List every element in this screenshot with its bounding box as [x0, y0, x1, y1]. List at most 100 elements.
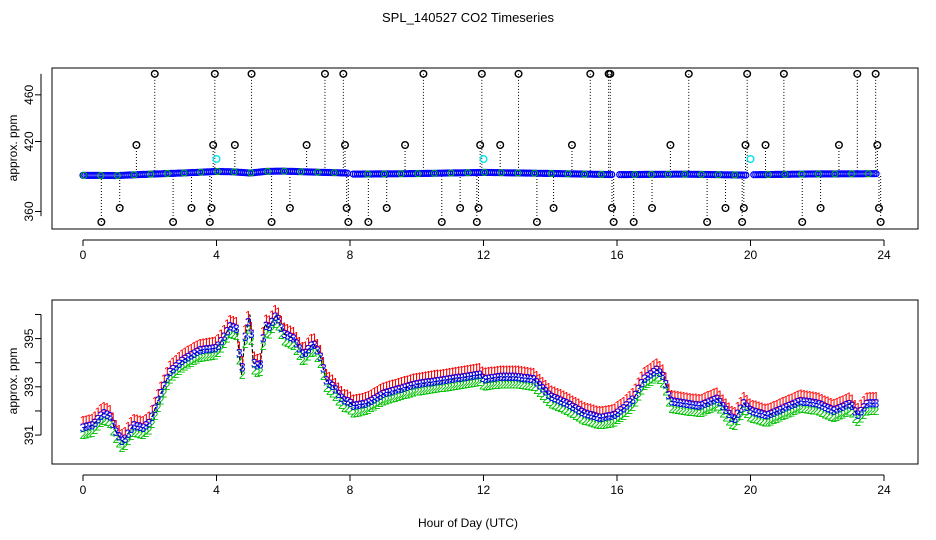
series-1-point: 1 — [248, 320, 255, 334]
series-1-point: 1 — [813, 389, 820, 403]
series-1-point: 1 — [831, 397, 838, 411]
series-1-point: 1 — [125, 420, 132, 434]
series-2-point: 2 — [311, 346, 318, 360]
top-baseline-accent — [80, 171, 88, 179]
series-1-point: 1 — [152, 395, 159, 409]
top-outlier-point — [205, 217, 214, 226]
series-3-point: 3 — [440, 374, 447, 388]
top-outlier-point — [779, 69, 788, 78]
series-3-point: 3 — [443, 373, 450, 387]
series-1-point: 1 — [777, 396, 784, 410]
series-3-point: 3 — [590, 409, 597, 423]
series-3-point: 3 — [704, 396, 711, 410]
series-3-point: 3 — [326, 377, 333, 391]
series-1-point: 1 — [614, 399, 621, 413]
series-1-point: 1 — [503, 363, 510, 377]
series-2-point: 2 — [476, 375, 483, 389]
top-outlier-point — [476, 140, 485, 149]
series-1-point: 1 — [641, 365, 648, 379]
series-1-point: 1 — [701, 390, 708, 404]
series-3-point: 3 — [530, 373, 537, 387]
series-1-point: 1 — [834, 395, 841, 409]
series-2-point: 2 — [689, 405, 696, 419]
series-1-point: 1 — [734, 400, 741, 414]
series-2-point: 2 — [380, 394, 387, 408]
series-2-point: 2 — [176, 364, 183, 378]
top-y-axis-label: approx. ppm — [6, 115, 20, 182]
series-3-point: 3 — [777, 403, 784, 417]
series-2-point: 2 — [299, 354, 306, 368]
series-3-point: 3 — [464, 370, 471, 384]
series-2-point: 2 — [828, 410, 835, 424]
series-3-point: 3 — [224, 324, 231, 338]
series-1-point: 1 — [575, 396, 582, 410]
series-2-point: 2 — [734, 414, 741, 428]
series-2-point: 2 — [647, 375, 654, 389]
series-2-point: 2 — [539, 389, 546, 403]
top-baseline-accent — [163, 170, 171, 177]
series-3-point: 3 — [284, 329, 291, 343]
series-3-point: 3 — [858, 404, 865, 418]
series-2-point: 2 — [263, 326, 270, 340]
series-3-point: 3 — [332, 383, 339, 397]
series-3-point: 3 — [356, 398, 363, 412]
series-3-point: 3 — [855, 408, 862, 422]
top-cyan-point — [479, 154, 488, 163]
series-3-point: 3 — [599, 411, 606, 425]
series-1-point: 1 — [768, 400, 775, 414]
series-3-point: 3 — [131, 419, 138, 433]
series-1-point: 1 — [299, 340, 306, 354]
series-3-point: 3 — [161, 379, 168, 393]
series-1-point: 1 — [461, 363, 468, 377]
series-3-point: 3 — [746, 403, 753, 417]
series-2-point: 2 — [728, 418, 735, 432]
top-outlier-point — [684, 69, 693, 78]
top-baseline-accent — [397, 170, 405, 178]
series-3-point: 3 — [245, 316, 252, 330]
series-2-point: 2 — [365, 403, 372, 417]
series-1-point: 1 — [626, 389, 633, 403]
series-2-point: 2 — [458, 378, 465, 392]
series-3-point: 3 — [771, 406, 778, 420]
top-y-axis: 360 420 460 — [22, 73, 42, 222]
series-3-point: 3 — [281, 327, 288, 341]
series-1-point: 1 — [209, 335, 216, 349]
series-1-point: 1 — [852, 397, 859, 411]
series-1-point: 1 — [137, 413, 144, 427]
series-2-point: 2 — [695, 406, 702, 420]
series-2-point: 2 — [587, 416, 594, 430]
series-1-point: 1 — [554, 385, 561, 399]
series-1-point: 1 — [650, 358, 657, 372]
series-3-point: 3 — [242, 330, 249, 344]
series-3-point: 3 — [692, 398, 699, 412]
series-1-point: 1 — [341, 386, 348, 400]
series-2-point: 2 — [563, 404, 570, 418]
series-1-point: 1 — [218, 327, 225, 341]
series-2-point: 2 — [758, 415, 765, 429]
series-3-point: 3 — [152, 402, 159, 416]
series-2-point: 2 — [858, 412, 865, 426]
series-3-point: 3 — [581, 407, 588, 421]
top-outlier-point — [761, 140, 770, 149]
series-1-point: 1 — [374, 383, 381, 397]
series-1-point: 1 — [533, 368, 540, 382]
series-3-point: 3 — [596, 411, 603, 425]
series-1-point: 1 — [272, 303, 279, 317]
series-2-point: 2 — [461, 378, 468, 392]
top-baseline-accent — [364, 170, 372, 178]
top-outlier-point — [609, 217, 618, 226]
series-2-point: 2 — [545, 395, 552, 409]
series-1-point: 1 — [284, 322, 291, 336]
series-3-point: 3 — [206, 342, 213, 356]
series-3-point: 3 — [98, 409, 105, 423]
series-2-point: 2 — [275, 320, 282, 334]
top-y-tick-label: 360 — [22, 201, 36, 221]
top-baseline-accent — [447, 169, 455, 177]
series-1-point: 1 — [762, 401, 769, 415]
series-3-point: 3 — [852, 405, 859, 419]
top-outlier-point — [739, 203, 748, 212]
top-baseline-accent — [297, 168, 305, 176]
series-1-point: 1 — [855, 401, 862, 415]
series-2-point: 2 — [302, 353, 309, 367]
series-2-point: 2 — [786, 407, 793, 421]
